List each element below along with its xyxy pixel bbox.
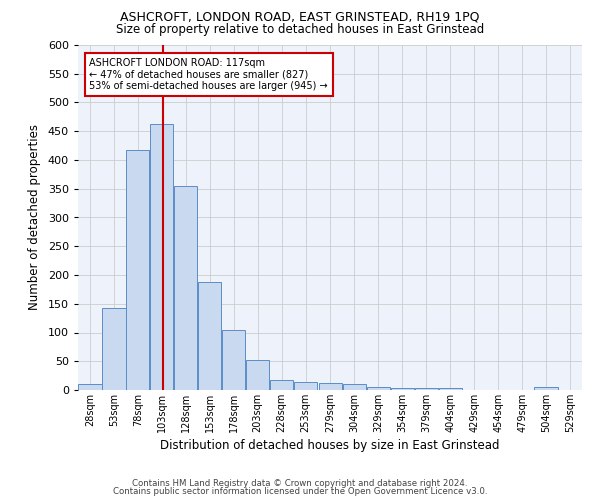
Bar [79,384,101,390]
Bar [439,388,462,390]
Text: Size of property relative to detached houses in East Grinstead: Size of property relative to detached ho… [116,22,484,36]
Text: ASHCROFT LONDON ROAD: 117sqm
← 47% of detached houses are smaller (827)
53% of s: ASHCROFT LONDON ROAD: 117sqm ← 47% of de… [89,58,328,91]
Bar [535,387,557,390]
Bar [222,330,245,390]
Y-axis label: Number of detached properties: Number of detached properties [28,124,41,310]
Text: Contains public sector information licensed under the Open Government Licence v3: Contains public sector information licen… [113,487,487,496]
Bar [103,308,125,390]
Text: Contains HM Land Registry data © Crown copyright and database right 2024.: Contains HM Land Registry data © Crown c… [132,478,468,488]
Bar [319,382,342,390]
Bar [367,387,390,390]
Bar [294,382,317,390]
Bar [126,150,149,390]
Bar [150,124,173,390]
Bar [415,388,438,390]
X-axis label: Distribution of detached houses by size in East Grinstead: Distribution of detached houses by size … [160,439,500,452]
Bar [270,380,293,390]
Bar [246,360,269,390]
Bar [174,186,197,390]
Bar [391,388,414,390]
Bar [198,282,221,390]
Text: ASHCROFT, LONDON ROAD, EAST GRINSTEAD, RH19 1PQ: ASHCROFT, LONDON ROAD, EAST GRINSTEAD, R… [120,10,480,23]
Bar [343,384,366,390]
